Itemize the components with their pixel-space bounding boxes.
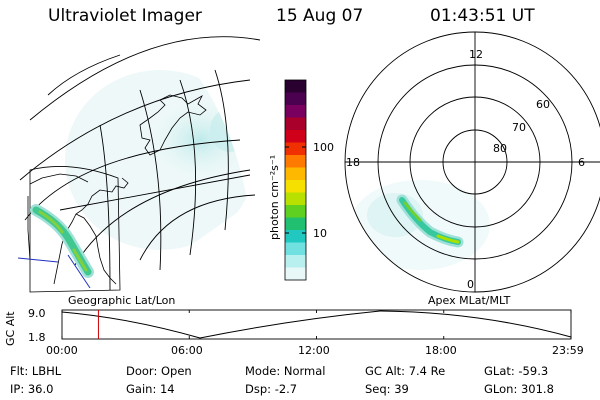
status-ip: IP: 36.0 <box>10 382 54 396</box>
time-label: 01:43:51 UT <box>430 6 535 26</box>
status-gc-alt: GC Alt: 7.4 Re <box>365 364 446 378</box>
alt-xtick-1800: 18:00 <box>425 344 457 357</box>
left-panel-label: Geographic Lat/Lon <box>68 294 176 307</box>
mlt-label-18: 18 <box>346 156 360 169</box>
colorbar-segment <box>285 142 306 156</box>
colorbar-segment <box>285 217 306 231</box>
auroral-emission-left <box>30 204 94 278</box>
colorbar-segment <box>285 192 306 206</box>
right-panel-label: Apex MLat/MLT <box>428 294 511 307</box>
colorbar-segment <box>285 117 306 131</box>
alt-xtick-1200: 12:00 <box>298 344 330 357</box>
mlat-label-80: 80 <box>493 142 507 155</box>
alt-xtick-2359: 23:59 <box>552 344 584 357</box>
mlt-label-12: 12 <box>469 48 483 61</box>
colorbar-segment <box>285 92 306 106</box>
status-dsp: Dsp: -2.7 <box>245 382 298 396</box>
colorbar-segment <box>285 267 306 281</box>
terminator-line <box>17 257 59 263</box>
colorbar-segment <box>285 242 306 256</box>
colorbar-segment <box>285 255 306 268</box>
mlt-label-0: 0 <box>467 278 474 291</box>
mlat-label-70: 70 <box>512 121 526 134</box>
coastline <box>27 94 207 285</box>
alt-ytick-9: 9.0 <box>28 307 46 320</box>
colorbar-tick-100: 100 <box>313 141 334 154</box>
date-label: 15 Aug 07 <box>276 6 364 26</box>
auroral-emission-right <box>396 194 464 248</box>
status-mode: Mode: Normal <box>245 364 326 378</box>
colorbar-tick-10: 10 <box>313 227 327 240</box>
geographic-map <box>17 36 261 293</box>
colorbar-segment <box>285 230 306 243</box>
mlat-label-60: 60 <box>536 98 550 111</box>
latitude-grid <box>19 36 261 291</box>
status-door: Door: Open <box>126 364 192 378</box>
polar-plot <box>344 31 600 293</box>
alt-xtick-0600: 06:00 <box>171 344 203 357</box>
colorbar <box>285 80 306 281</box>
colorbar-segment <box>285 167 306 181</box>
colorbar-segment <box>285 155 306 168</box>
colorbar-segment <box>285 105 306 118</box>
status-glon: GLon: 301.8 <box>484 382 554 396</box>
status-filter: Flt: LBHL <box>10 364 62 378</box>
status-seq: Seq: 39 <box>365 382 409 396</box>
alt-ylabel: GC Alt <box>4 311 17 346</box>
colorbar-label: photon cm⁻²s⁻¹ <box>268 154 281 240</box>
alt-ytick-1-8: 1.8 <box>28 331 46 344</box>
colorbar-segment <box>285 80 306 93</box>
mlt-label-6: 6 <box>578 156 585 169</box>
altitude-plot <box>61 309 572 340</box>
colorbar-segment <box>285 205 306 218</box>
colorbar-segment <box>285 180 306 193</box>
alt-xtick-0000: 00:00 <box>46 344 78 357</box>
status-gain: Gain: 14 <box>126 382 175 396</box>
status-glat: GLat: -59.3 <box>484 364 549 378</box>
colorbar-segment <box>285 130 306 143</box>
instrument-title: Ultraviolet Imager <box>48 6 202 26</box>
